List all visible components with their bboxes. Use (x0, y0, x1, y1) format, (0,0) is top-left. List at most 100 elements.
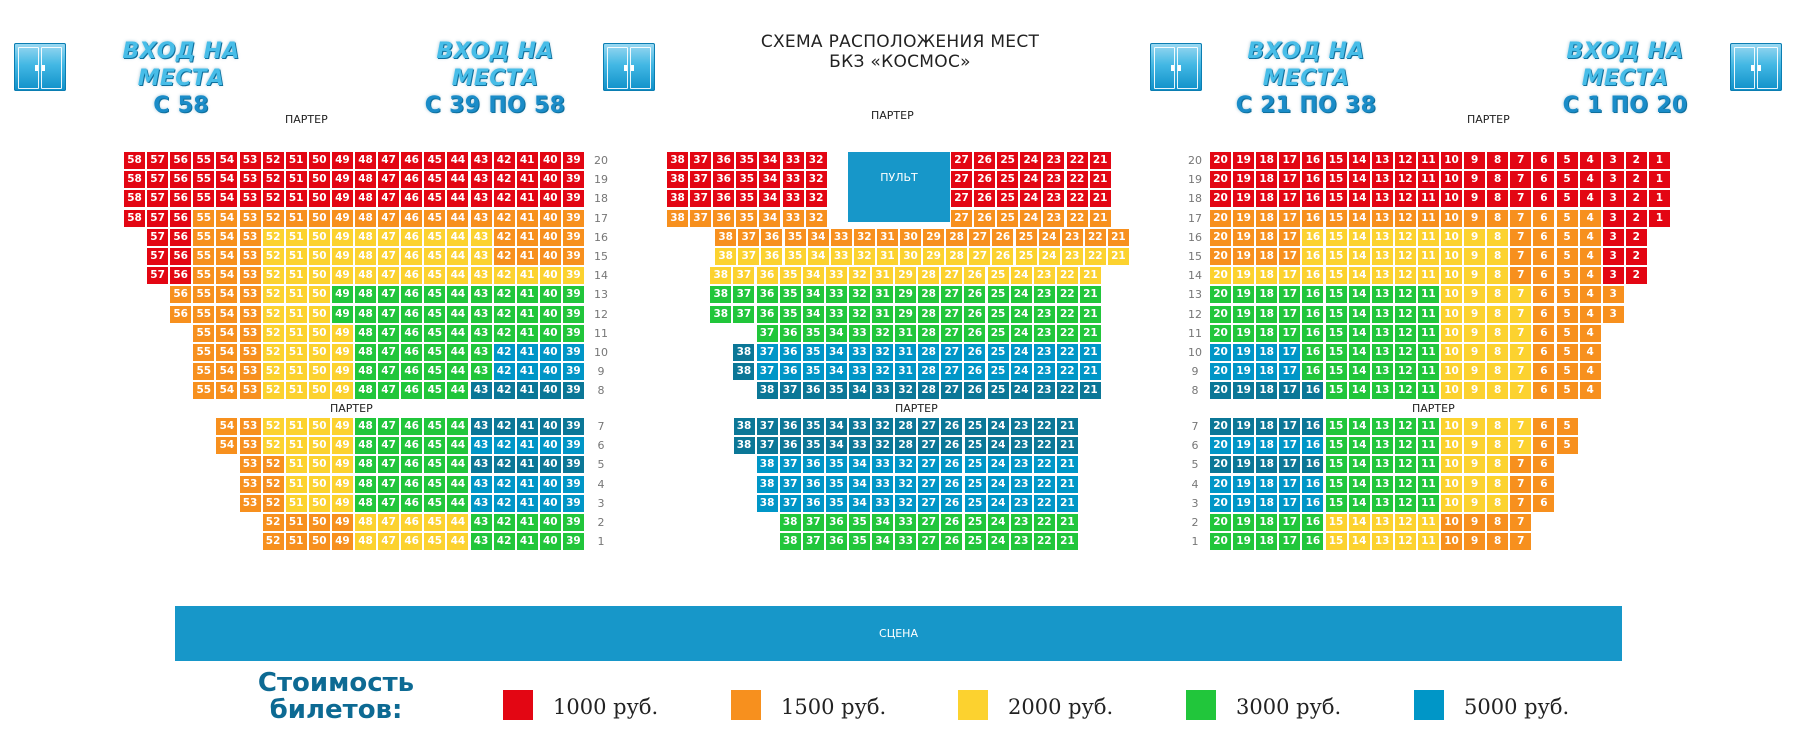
seat-left-r14-48[interactable]: 48 (355, 267, 376, 285)
seat-left-r8-42[interactable]: 42 (493, 382, 515, 400)
seat-left-r9-51[interactable]: 51 (285, 363, 307, 381)
seat-left-r2-50[interactable]: 50 (308, 514, 330, 531)
seat-left-r12-44[interactable]: 44 (447, 305, 469, 323)
seat-left-r9-45[interactable]: 45 (424, 363, 446, 381)
seat-left-r3-53[interactable]: 53 (239, 494, 261, 512)
seat-right-r2-11[interactable]: 11 (1417, 514, 1439, 531)
seat-right-r2-7[interactable]: 7 (1510, 514, 1532, 531)
seat-right-r15-4[interactable]: 4 (1579, 248, 1601, 265)
seat-left-r16-45[interactable]: 45 (424, 228, 446, 246)
seat-right-r18-18[interactable]: 18 (1256, 190, 1278, 208)
seat-left-r9-53[interactable]: 53 (239, 363, 261, 381)
seat-left-r7-39[interactable]: 39 (562, 418, 584, 435)
seat-center-r20-35[interactable]: 35 (736, 152, 758, 169)
seat-center-r8-24[interactable]: 24 (1010, 382, 1032, 400)
seat-right-r11-7[interactable]: 7 (1510, 324, 1532, 342)
seat-left-r10-49[interactable]: 49 (331, 344, 353, 361)
seat-right-r14-12[interactable]: 12 (1394, 267, 1416, 285)
seat-left-r15-57[interactable]: 57 (147, 248, 169, 265)
seat-right-r18-15[interactable]: 15 (1325, 190, 1347, 208)
seat-center-r7-34[interactable]: 34 (825, 418, 847, 435)
seat-right-r6-19[interactable]: 19 (1233, 437, 1255, 455)
seat-left-r20-49[interactable]: 49 (331, 152, 353, 169)
seat-center-r13-31[interactable]: 31 (872, 286, 893, 304)
seat-center-r5-25[interactable]: 25 (964, 456, 986, 474)
seat-center-r11-21[interactable]: 21 (1079, 324, 1101, 342)
seat-center-r20-24[interactable]: 24 (1020, 152, 1042, 169)
seat-right-r17-4[interactable]: 4 (1579, 209, 1601, 227)
seat-center-r13-28[interactable]: 28 (918, 286, 940, 304)
seat-left-r7-50[interactable]: 50 (308, 418, 330, 435)
seat-left-r20-54[interactable]: 54 (216, 152, 238, 169)
seat-center-r3-38[interactable]: 38 (756, 494, 778, 512)
seat-right-r6-11[interactable]: 11 (1417, 437, 1439, 455)
seat-right-r16-19[interactable]: 19 (1233, 228, 1255, 246)
seat-center-r16-37[interactable]: 37 (738, 228, 760, 246)
seat-left-r3-50[interactable]: 50 (308, 494, 330, 512)
seat-left-r6-41[interactable]: 41 (516, 437, 538, 455)
seat-center-r9-24[interactable]: 24 (1010, 363, 1032, 381)
seat-left-r17-46[interactable]: 46 (401, 209, 423, 227)
seat-right-r3-15[interactable]: 15 (1325, 494, 1347, 512)
seat-right-r16-2[interactable]: 2 (1625, 228, 1647, 246)
seat-left-r18-46[interactable]: 46 (401, 190, 423, 208)
seat-right-r17-14[interactable]: 14 (1348, 209, 1370, 227)
seat-left-r13-53[interactable]: 53 (239, 286, 261, 304)
seat-right-r2-20[interactable]: 20 (1210, 514, 1231, 531)
seat-center-r16-36[interactable]: 36 (761, 228, 783, 246)
seat-center-r9-21[interactable]: 21 (1079, 363, 1101, 381)
seat-right-r17-20[interactable]: 20 (1210, 209, 1231, 227)
seat-center-r19-32[interactable]: 32 (805, 171, 827, 189)
seat-right-r5-15[interactable]: 15 (1325, 456, 1347, 474)
seat-left-r19-49[interactable]: 49 (331, 171, 353, 189)
seat-center-r3-21[interactable]: 21 (1056, 494, 1078, 512)
seat-left-r13-56[interactable]: 56 (170, 286, 192, 304)
seat-left-r14-44[interactable]: 44 (447, 267, 469, 285)
seat-right-r12-16[interactable]: 16 (1302, 305, 1324, 323)
seat-center-r1-24[interactable]: 24 (987, 533, 1009, 551)
seat-left-r4-50[interactable]: 50 (308, 475, 330, 493)
seat-right-r1-18[interactable]: 18 (1256, 533, 1278, 551)
seat-center-r13-38[interactable]: 38 (710, 286, 732, 304)
seat-center-r14-29[interactable]: 29 (895, 267, 917, 285)
seat-left-r9-39[interactable]: 39 (562, 363, 584, 381)
seat-center-r1-38[interactable]: 38 (779, 533, 801, 551)
seat-right-r8-14[interactable]: 14 (1348, 382, 1370, 400)
seat-right-r5-14[interactable]: 14 (1348, 456, 1370, 474)
seat-center-r9-37[interactable]: 37 (756, 363, 778, 381)
seat-left-r17-39[interactable]: 39 (562, 209, 584, 227)
seat-center-r16-21[interactable]: 21 (1107, 228, 1129, 246)
seat-right-r9-12[interactable]: 12 (1394, 363, 1416, 381)
seat-center-r12-35[interactable]: 35 (779, 305, 801, 323)
seat-center-r15-33[interactable]: 33 (830, 248, 852, 265)
seat-left-r7-48[interactable]: 48 (355, 418, 376, 435)
seat-right-r15-3[interactable]: 3 (1602, 248, 1624, 265)
seat-right-r13-7[interactable]: 7 (1510, 286, 1532, 304)
seat-left-r13-46[interactable]: 46 (401, 286, 423, 304)
seat-center-r9-27[interactable]: 27 (941, 363, 963, 381)
seat-left-r2-41[interactable]: 41 (516, 514, 538, 531)
seat-left-r19-43[interactable]: 43 (470, 171, 492, 189)
seat-left-r1-39[interactable]: 39 (562, 533, 584, 551)
seat-right-r16-9[interactable]: 9 (1464, 228, 1486, 246)
seat-right-r10-9[interactable]: 9 (1464, 344, 1486, 361)
seat-left-r14-53[interactable]: 53 (239, 267, 261, 285)
seat-right-r12-10[interactable]: 10 (1441, 305, 1462, 323)
seat-left-r20-40[interactable]: 40 (539, 152, 561, 169)
seat-center-r14-35[interactable]: 35 (779, 267, 801, 285)
seat-right-r14-4[interactable]: 4 (1579, 267, 1601, 285)
seat-left-r5-46[interactable]: 46 (401, 456, 423, 474)
seat-left-r16-41[interactable]: 41 (516, 228, 538, 246)
seat-right-r8-8[interactable]: 8 (1487, 382, 1509, 400)
seat-right-r16-3[interactable]: 3 (1602, 228, 1624, 246)
seat-left-r20-50[interactable]: 50 (308, 152, 330, 169)
seat-center-r16-24[interactable]: 24 (1038, 228, 1060, 246)
seat-right-r9-15[interactable]: 15 (1325, 363, 1347, 381)
seat-left-r18-39[interactable]: 39 (562, 190, 584, 208)
seat-right-r18-2[interactable]: 2 (1625, 190, 1647, 208)
seat-right-r10-16[interactable]: 16 (1302, 344, 1324, 361)
seat-left-r8-41[interactable]: 41 (516, 382, 538, 400)
seat-right-r15-7[interactable]: 7 (1510, 248, 1532, 265)
seat-right-r11-20[interactable]: 20 (1210, 324, 1231, 342)
seat-right-r11-5[interactable]: 5 (1556, 324, 1578, 342)
